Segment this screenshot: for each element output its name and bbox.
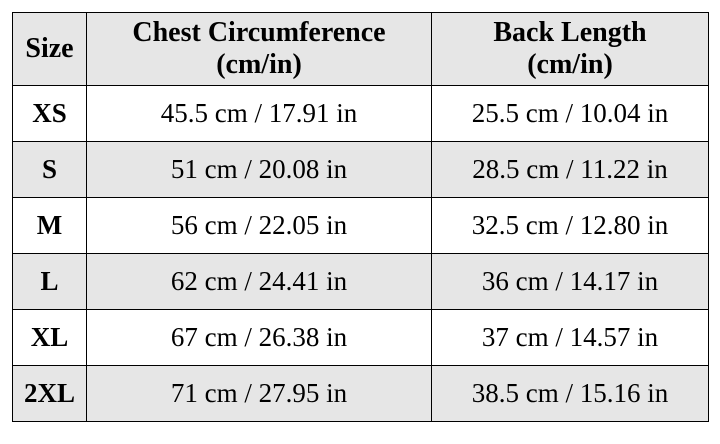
size-cell: M — [12, 197, 87, 254]
size-cell: XS — [12, 85, 87, 142]
header-cell: Size — [12, 12, 87, 86]
size-cell: XL — [12, 309, 87, 366]
size-cell: L — [12, 253, 87, 310]
measure-cell: 37 cm / 14.57 in — [431, 309, 709, 366]
header-cell: Back Length (cm/in) — [431, 12, 709, 86]
table-row: XS 45.5 cm / 17.91 in 25.5 cm / 10.04 in — [12, 85, 709, 142]
measure-cell: 45.5 cm / 17.91 in — [86, 85, 432, 142]
measure-cell: 25.5 cm / 10.04 in — [431, 85, 709, 142]
table-row: XL 67 cm / 26.38 in 37 cm / 14.57 in — [12, 309, 709, 366]
table-row: S 51 cm / 20.08 in 28.5 cm / 11.22 in — [12, 141, 709, 198]
measure-cell: 62 cm / 24.41 in — [86, 253, 432, 310]
measure-cell: 51 cm / 20.08 in — [86, 141, 432, 198]
measure-cell: 28.5 cm / 11.22 in — [431, 141, 709, 198]
measure-cell: 38.5 cm / 15.16 in — [431, 365, 709, 422]
header-cell: Chest Circumference (cm/in) — [86, 12, 432, 86]
measure-cell: 32.5 cm / 12.80 in — [431, 197, 709, 254]
size-cell: 2XL — [12, 365, 87, 422]
size-cell: S — [12, 141, 87, 198]
measure-cell: 71 cm / 27.95 in — [86, 365, 432, 422]
measure-cell: 36 cm / 14.17 in — [431, 253, 709, 310]
table-row: L 62 cm / 24.41 in 36 cm / 14.17 in — [12, 253, 709, 310]
measure-cell: 67 cm / 26.38 in — [86, 309, 432, 366]
table-row: 2XL 71 cm / 27.95 in 38.5 cm / 15.16 in — [12, 365, 709, 422]
table-row: M 56 cm / 22.05 in 32.5 cm / 12.80 in — [12, 197, 709, 254]
measure-cell: 56 cm / 22.05 in — [86, 197, 432, 254]
size-table: Size Chest Circumference (cm/in) Back Leng… — [12, 12, 709, 422]
header-row: Size Chest Circumference (cm/in) Back Leng… — [12, 12, 709, 86]
